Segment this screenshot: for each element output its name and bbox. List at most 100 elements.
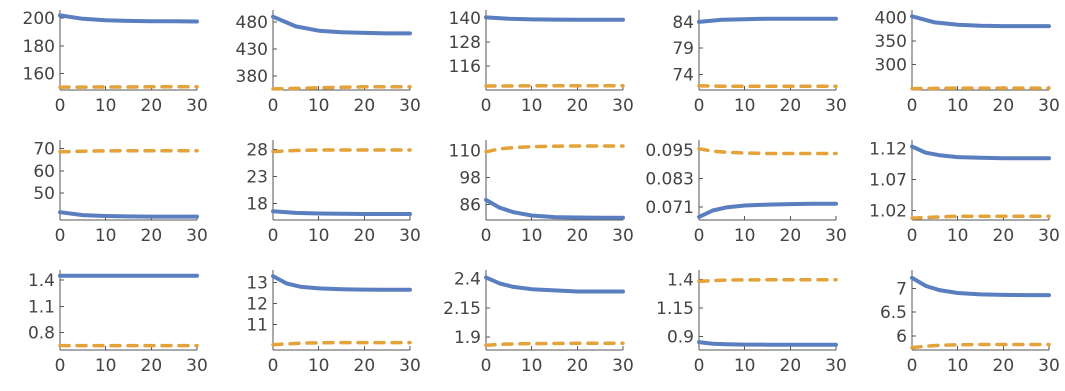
chart-svg-14: 1.4 1.15 0.90 10 20 30 xyxy=(656,270,847,376)
x-tick-label: 10 xyxy=(95,96,117,116)
x-tick-label: 10 xyxy=(521,356,543,376)
x-tick-label: 20 xyxy=(141,96,163,116)
series-dashed-line xyxy=(484,144,625,154)
x-tick-label: 20 xyxy=(993,96,1015,116)
series-solid-line xyxy=(58,210,199,219)
y-tick-label: 430 xyxy=(236,40,268,60)
y-tick-label: 79 xyxy=(672,39,694,59)
series-solid-line xyxy=(910,275,1051,298)
x-tick-label: 20 xyxy=(993,226,1015,246)
y-tick-label: 86 xyxy=(459,195,481,215)
x-tick-label: 20 xyxy=(354,226,376,246)
x-tick-label: 30 xyxy=(612,356,634,376)
chart-panel-10: 1.12 1.07 1.02 0 10 20 30 xyxy=(852,130,1065,260)
series-solid-line xyxy=(697,16,838,24)
x-tick-label: 10 xyxy=(947,356,969,376)
y-tick-label: 1.07 xyxy=(869,171,907,191)
chart-svg-4: 84 79 740 10 20 30 xyxy=(672,10,847,116)
x-tick-label: 0 xyxy=(907,96,918,116)
y-tick-label: 84 xyxy=(672,13,694,33)
y-tick-label: 1.4 xyxy=(28,271,55,291)
x-tick-label: 30 xyxy=(186,226,208,246)
x-tick-label: 30 xyxy=(1038,96,1060,116)
series-dashed-line xyxy=(271,85,412,91)
y-tick-label: 0.8 xyxy=(28,324,55,344)
x-tick-label: 0 xyxy=(55,356,66,376)
chart-svg-8: 110 98 860 10 20 30 xyxy=(449,140,634,246)
x-tick-label: 10 xyxy=(734,226,756,246)
x-tick-label: 10 xyxy=(521,226,543,246)
x-tick-label: 10 xyxy=(95,226,117,246)
chart-panel-7: 28 23 18 0 10 20 30 xyxy=(213,130,426,260)
y-tick-label: 13 xyxy=(246,273,268,293)
x-tick-label: 30 xyxy=(1038,226,1060,246)
x-tick-label: 0 xyxy=(907,226,918,246)
y-tick-label: 12 xyxy=(246,295,268,315)
y-tick-label: 1.1 xyxy=(28,297,55,317)
x-tick-label: 20 xyxy=(993,356,1015,376)
x-tick-label: 10 xyxy=(308,226,330,246)
x-tick-label: 30 xyxy=(1038,356,1060,376)
chart-svg-11: 1.4 1.1 0.80 10 20 30 xyxy=(28,270,208,376)
series-solid-line xyxy=(271,274,412,292)
y-tick-label: 110 xyxy=(449,142,481,162)
x-tick-label: 30 xyxy=(399,96,421,116)
series-dashed-line xyxy=(910,86,1051,91)
x-tick-label: 20 xyxy=(567,226,589,246)
series-dashed-line xyxy=(910,214,1051,220)
y-tick-label: 2.4 xyxy=(454,270,481,290)
x-tick-label: 30 xyxy=(399,226,421,246)
series-solid-line xyxy=(484,15,625,22)
y-tick-label: 116 xyxy=(449,57,481,77)
x-tick-label: 30 xyxy=(186,96,208,116)
x-tick-label: 0 xyxy=(55,226,66,246)
series-dashed-line xyxy=(271,340,412,347)
chart-svg-15: 7 6.5 60 10 20 30 xyxy=(880,270,1060,376)
y-tick-label: 50 xyxy=(33,184,55,204)
x-tick-label: 0 xyxy=(55,96,66,116)
series-solid-line xyxy=(697,201,838,219)
series-solid-line xyxy=(58,13,199,24)
y-tick-label: 0.071 xyxy=(645,198,694,218)
chart-panel-15: 7 6.5 6 0 10 20 30 xyxy=(852,260,1065,390)
series-dashed-line xyxy=(271,148,412,154)
y-tick-label: 70 xyxy=(33,139,55,159)
y-tick-label: 480 xyxy=(236,13,268,33)
x-tick-label: 20 xyxy=(354,356,376,376)
x-tick-label: 0 xyxy=(694,356,705,376)
y-tick-label: 1.4 xyxy=(667,271,694,291)
y-tick-label: 180 xyxy=(23,37,55,57)
chart-svg-13: 2.4 2.15 1.90 10 20 30 xyxy=(443,270,634,376)
x-tick-label: 10 xyxy=(947,96,969,116)
y-tick-label: 300 xyxy=(875,55,907,75)
x-tick-label: 20 xyxy=(141,356,163,376)
chart-panel-12: 13 12 11 0 10 20 30 xyxy=(213,260,426,390)
series-solid-line xyxy=(484,197,625,220)
chart-panel-8: 110 98 86 0 10 20 30 xyxy=(426,130,639,260)
x-tick-label: 30 xyxy=(825,356,847,376)
y-tick-label: 1.02 xyxy=(869,202,907,222)
x-tick-label: 0 xyxy=(268,226,279,246)
y-tick-label: 1.15 xyxy=(656,299,694,319)
chart-panel-9: 0.095 0.083 0.071 0 10 20 30 xyxy=(639,130,852,260)
x-tick-label: 20 xyxy=(780,96,802,116)
y-tick-label: 0.083 xyxy=(645,169,694,189)
x-tick-label: 20 xyxy=(567,356,589,376)
y-tick-label: 1.12 xyxy=(869,139,907,159)
series-solid-line xyxy=(484,275,625,294)
chart-panel-14: 1.4 1.15 0.9 0 10 20 30 xyxy=(639,260,852,390)
chart-panel-3: 140 128 116 0 10 20 30 xyxy=(426,0,639,130)
y-tick-label: 400 xyxy=(875,9,907,29)
x-tick-label: 20 xyxy=(354,96,376,116)
series-solid-line xyxy=(697,340,838,347)
x-tick-label: 30 xyxy=(399,356,421,376)
series-solid-line xyxy=(910,14,1051,29)
chart-panel-6: 70 60 50 0 10 20 30 xyxy=(0,130,213,260)
series-dashed-line xyxy=(697,277,838,284)
x-tick-label: 10 xyxy=(521,96,543,116)
y-tick-label: 98 xyxy=(459,169,481,189)
x-tick-label: 30 xyxy=(612,226,634,246)
x-tick-label: 0 xyxy=(268,96,279,116)
